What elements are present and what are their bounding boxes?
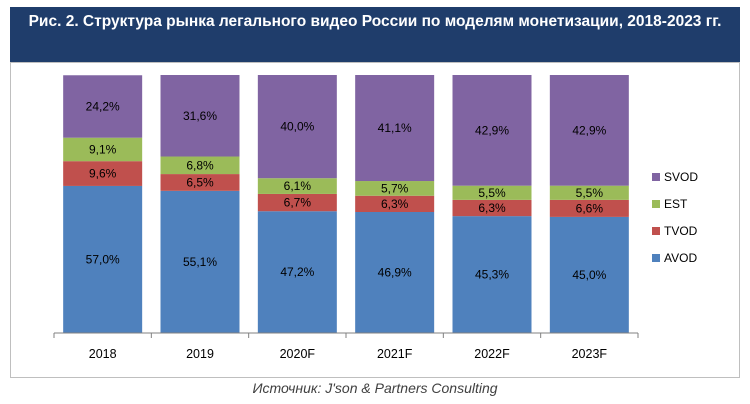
data-label-avod-2018: 57,0% [86, 252, 120, 266]
bar-avod-2018 [63, 185, 143, 333]
bar-avod-2019 [160, 190, 240, 333]
bar-svod-2021f [355, 75, 435, 182]
legend-swatch-tvod [652, 227, 660, 235]
chart-area: 57,0% 9,6% 9,1% 24,2% 2018 55,1% 6,5% 6,8% 31,6%… [10, 62, 740, 378]
legend-label-avod: AVOD [664, 251, 697, 265]
bar-svod-2019 [160, 75, 240, 157]
data-label-svod-2020f: 40,0% [280, 120, 314, 134]
data-label-est-2021f: 5,7% [381, 181, 409, 195]
bar-avod-2022f [452, 216, 532, 333]
data-label-est-2023f: 5,5% [576, 186, 604, 200]
x-tick-label-2023f: 2023F [572, 347, 608, 361]
data-label-svod-2019: 31,6% [183, 109, 217, 123]
data-label-est-2022f: 5,5% [478, 186, 506, 200]
data-label-svod-2018: 24,2% [86, 99, 120, 113]
data-label-est-2020f: 6,1% [284, 179, 312, 193]
data-label-tvod-2023f: 6,6% [576, 201, 604, 215]
bar-est-2018 [63, 137, 143, 162]
bar-avod-2023f [549, 216, 629, 333]
bar-svod-2020f [257, 75, 337, 179]
bar-est-2021f [355, 181, 435, 196]
legend: SVOD EST TVOD AVOD [652, 170, 698, 265]
x-tick-label-2018: 2018 [89, 347, 117, 361]
stacked-bar-chart: 57,0% 9,6% 9,1% 24,2% 2018 55,1% 6,5% 6,8% 31,6%… [53, 75, 698, 361]
legend-swatch-avod [652, 254, 660, 262]
data-label-svod-2022f: 42,9% [475, 123, 509, 137]
data-label-svod-2023f: 42,9% [572, 123, 606, 137]
source-caption: Источник: J'son & Partners Consulting [252, 380, 498, 396]
bar-est-2023f [549, 185, 629, 200]
legend-label-svod: SVOD [664, 170, 698, 184]
bar-est-2019 [160, 156, 240, 175]
x-tick-label-2019: 2019 [186, 347, 214, 361]
bar-avod-2020f [257, 211, 337, 333]
bar-tvod-2018 [63, 161, 143, 186]
bar-svod-2023f [549, 75, 629, 186]
bar-tvod-2020f [257, 193, 337, 212]
data-label-avod-2021f: 46,9% [378, 265, 412, 279]
legend-label-est: EST [664, 197, 688, 211]
legend-swatch-svod [652, 173, 660, 181]
bar-tvod-2022f [452, 199, 532, 217]
bar-avod-2021f [355, 211, 435, 333]
x-tick-label-2021f: 2021F [377, 347, 413, 361]
chart-title: Рис. 2. Структура рынка легального видео… [10, 7, 740, 62]
bar-svod-2018 [63, 75, 143, 138]
data-label-tvod-2019: 6,5% [186, 175, 214, 189]
data-label-est-2019: 6,8% [186, 158, 214, 172]
data-label-avod-2022f: 45,3% [475, 268, 509, 282]
legend-label-tvod: TVOD [664, 224, 698, 238]
data-label-svod-2021f: 41,1% [378, 121, 412, 135]
bar-tvod-2021f [355, 195, 435, 212]
data-label-est-2018: 9,1% [89, 142, 117, 156]
bar-tvod-2023f [549, 199, 629, 217]
data-label-avod-2019: 55,1% [183, 255, 217, 269]
data-label-tvod-2022f: 6,3% [478, 201, 506, 215]
bar-tvod-2019 [160, 174, 240, 191]
data-label-avod-2023f: 45,0% [572, 268, 606, 282]
plot-area: 57,0% 9,6% 9,1% 24,2% 2018 55,1% 6,5% 6,8% 31,6%… [53, 75, 639, 361]
x-tick-label-2020f: 2020F [280, 347, 316, 361]
data-label-avod-2020f: 47,2% [280, 265, 314, 279]
data-label-tvod-2018: 9,6% [89, 167, 117, 181]
bar-est-2020f [257, 178, 337, 194]
legend-swatch-est [652, 200, 660, 208]
bar-est-2022f [452, 185, 532, 200]
x-tick-label-2022f: 2022F [474, 347, 510, 361]
data-label-tvod-2020f: 6,7% [284, 196, 312, 210]
data-label-tvod-2021f: 6,3% [381, 197, 409, 211]
bar-svod-2022f [452, 75, 532, 186]
